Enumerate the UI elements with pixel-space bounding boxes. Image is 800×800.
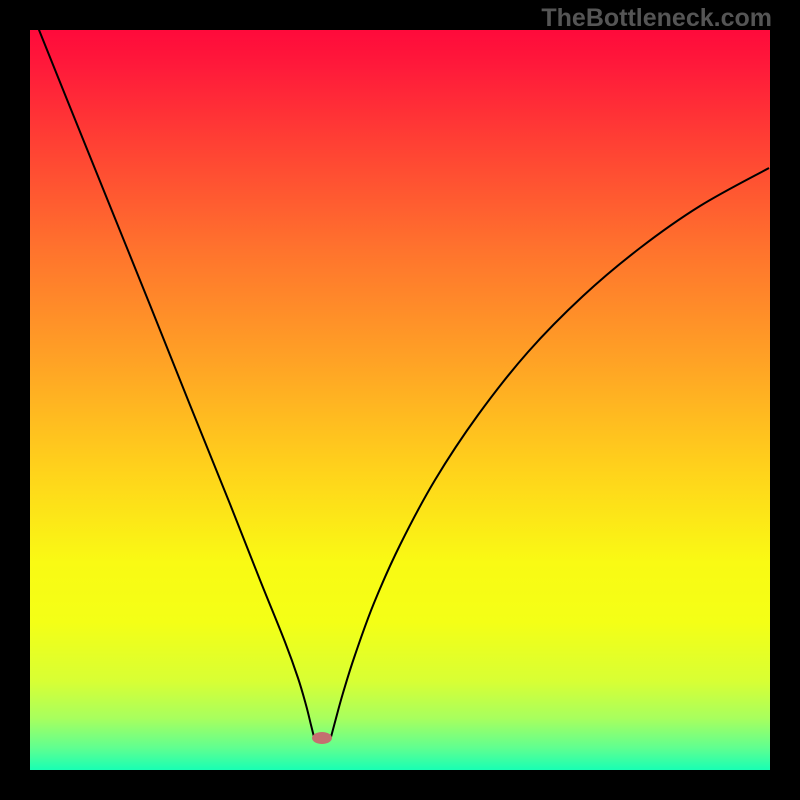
chart-container: TheBottleneck.com (0, 0, 800, 800)
gradient-background (30, 30, 770, 770)
watermark-text: TheBottleneck.com (541, 4, 772, 33)
minimum-marker (312, 732, 332, 744)
chart-canvas (0, 0, 800, 800)
